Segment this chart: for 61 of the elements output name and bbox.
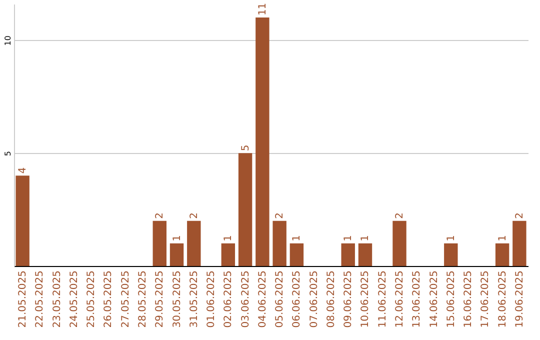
bar (358, 243, 372, 266)
x-tick-label: 15.06.2025 (446, 270, 457, 328)
x-tick-label: 09.06.2025 (343, 270, 354, 328)
bar (272, 220, 286, 266)
bar (170, 243, 184, 266)
data-label: 1 (223, 235, 234, 242)
data-label: 2 (514, 212, 526, 219)
data-label: 4 (18, 167, 29, 174)
x-tick-label: 03.06.2025 (240, 270, 252, 328)
x-tick-label: 02.06.2025 (223, 270, 234, 328)
x-tick-label: 28.05.2025 (138, 270, 148, 328)
x-tick-label: 18.06.2025 (497, 270, 508, 328)
x-tick-label: 30.05.2025 (172, 270, 183, 328)
data-label: 2 (274, 212, 286, 219)
bar (341, 243, 355, 266)
x-tick-label: 01.06.2025 (206, 270, 218, 328)
data-label: 2 (188, 212, 200, 219)
bar (238, 153, 252, 266)
x-tick-label: 31.05.2025 (188, 270, 200, 328)
x-tick-label: 10.06.2025 (360, 270, 372, 328)
x-tick-label: 27.05.2025 (120, 270, 132, 328)
y-tick-label: 10 (4, 36, 12, 46)
x-tick-label: 07.06.2025 (308, 270, 320, 328)
data-label: 1 (497, 235, 508, 242)
x-tick-label: 29.05.2025 (154, 270, 166, 328)
x-tick-label: 24.05.2025 (68, 270, 80, 328)
x-tick-label: 06.06.2025 (292, 270, 303, 328)
data-label: 1 (172, 235, 183, 242)
x-tick-label: 13.06.2025 (412, 270, 423, 328)
bar (221, 243, 236, 266)
bar (256, 18, 270, 266)
bar (444, 243, 458, 266)
data-label: 2 (154, 212, 166, 219)
x-tick-label: 12.06.2025 (394, 270, 406, 328)
x-tick-label: 17.06.2025 (480, 270, 492, 328)
x-tick-label: 19.06.2025 (514, 270, 526, 328)
x-tick-label: 25.05.2025 (86, 270, 98, 328)
data-label: 1 (446, 235, 457, 242)
x-tick-label: 11.06.2025 (377, 270, 388, 328)
bar (152, 220, 166, 266)
x-tick-label: 16.06.2025 (463, 270, 474, 328)
bar (16, 176, 30, 266)
bar (392, 220, 406, 266)
x-tick-label: 23.05.2025 (52, 270, 63, 328)
data-label: 1 (292, 235, 303, 242)
bar (290, 243, 304, 266)
data-label: 11 (257, 2, 268, 16)
data-label: 1 (343, 235, 354, 242)
x-tick-label: 05.06.2025 (274, 270, 286, 328)
data-label: 1 (360, 235, 372, 242)
x-tick-label: 08.06.2025 (326, 270, 337, 328)
data-label: 5 (240, 144, 252, 152)
x-tick-label: 14.06.2025 (428, 270, 440, 328)
data-label: 2 (394, 212, 406, 219)
bar (495, 243, 510, 266)
x-tick-label: 26.05.2025 (103, 270, 114, 328)
x-tick-label: 21.05.2025 (18, 270, 29, 328)
bar (512, 220, 526, 266)
x-tick-label: 04.06.2025 (257, 270, 268, 328)
bar (187, 220, 201, 266)
x-tick-label: 22.05.2025 (34, 270, 46, 328)
